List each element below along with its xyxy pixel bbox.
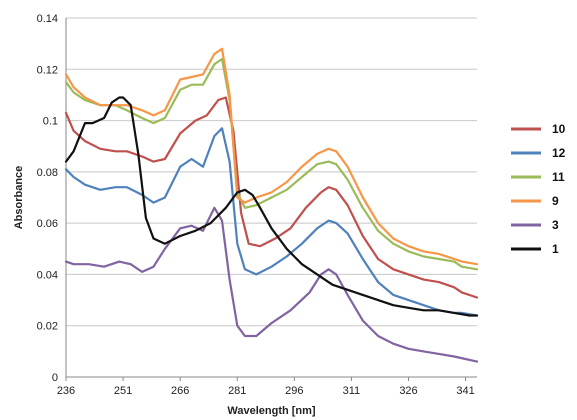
legend-label-1: 1 (552, 242, 559, 256)
series-lines (64, 47, 479, 363)
y-axis-title: Absorbance (13, 166, 25, 230)
y-tick-label: 0.14 (37, 13, 58, 25)
y-tick-label: 0 (52, 372, 58, 384)
x-tick-label: 341 (456, 385, 474, 397)
x-tick-label: 326 (399, 385, 417, 397)
series-line-3 (64, 206, 479, 363)
series-line-10 (64, 96, 479, 299)
x-tick-label: 311 (343, 385, 361, 397)
y-tick-labels: 0 0.02 0.04 0.06 0.08 0.1 0.12 0.14 (37, 13, 58, 384)
legend-label-3: 3 (552, 218, 559, 232)
x-tick-label: 296 (285, 385, 303, 397)
legend-label-9: 9 (552, 194, 559, 208)
series-line-9 (64, 47, 479, 266)
x-tick-label: 236 (57, 385, 75, 397)
y-tick-label: 0.02 (37, 321, 58, 333)
legend-label-12: 12 (552, 146, 566, 160)
x-tick-label: 281 (228, 385, 246, 397)
gridlines (66, 17, 477, 327)
y-tick-label: 0.08 (37, 167, 58, 179)
legend-label-11: 11 (552, 170, 565, 184)
legend-label-10: 10 (552, 122, 566, 136)
legend: 10 12 11 9 3 1 (511, 122, 566, 256)
series-line-12 (64, 127, 479, 317)
y-tick-label: 0.1 (43, 116, 58, 128)
series-line-11 (64, 57, 479, 271)
y-tick-label: 0.12 (37, 64, 58, 76)
x-axis-title: Wavelength [nm] (227, 405, 316, 417)
y-tick-label: 0.04 (37, 269, 58, 281)
x-tick-label: 251 (114, 385, 132, 397)
x-tick-label: 266 (171, 385, 189, 397)
y-tick-label: 0.06 (37, 218, 58, 230)
x-tick-labels: 236 251 266 281 296 311 326 341 (57, 377, 475, 397)
series-line-1 (64, 96, 479, 317)
